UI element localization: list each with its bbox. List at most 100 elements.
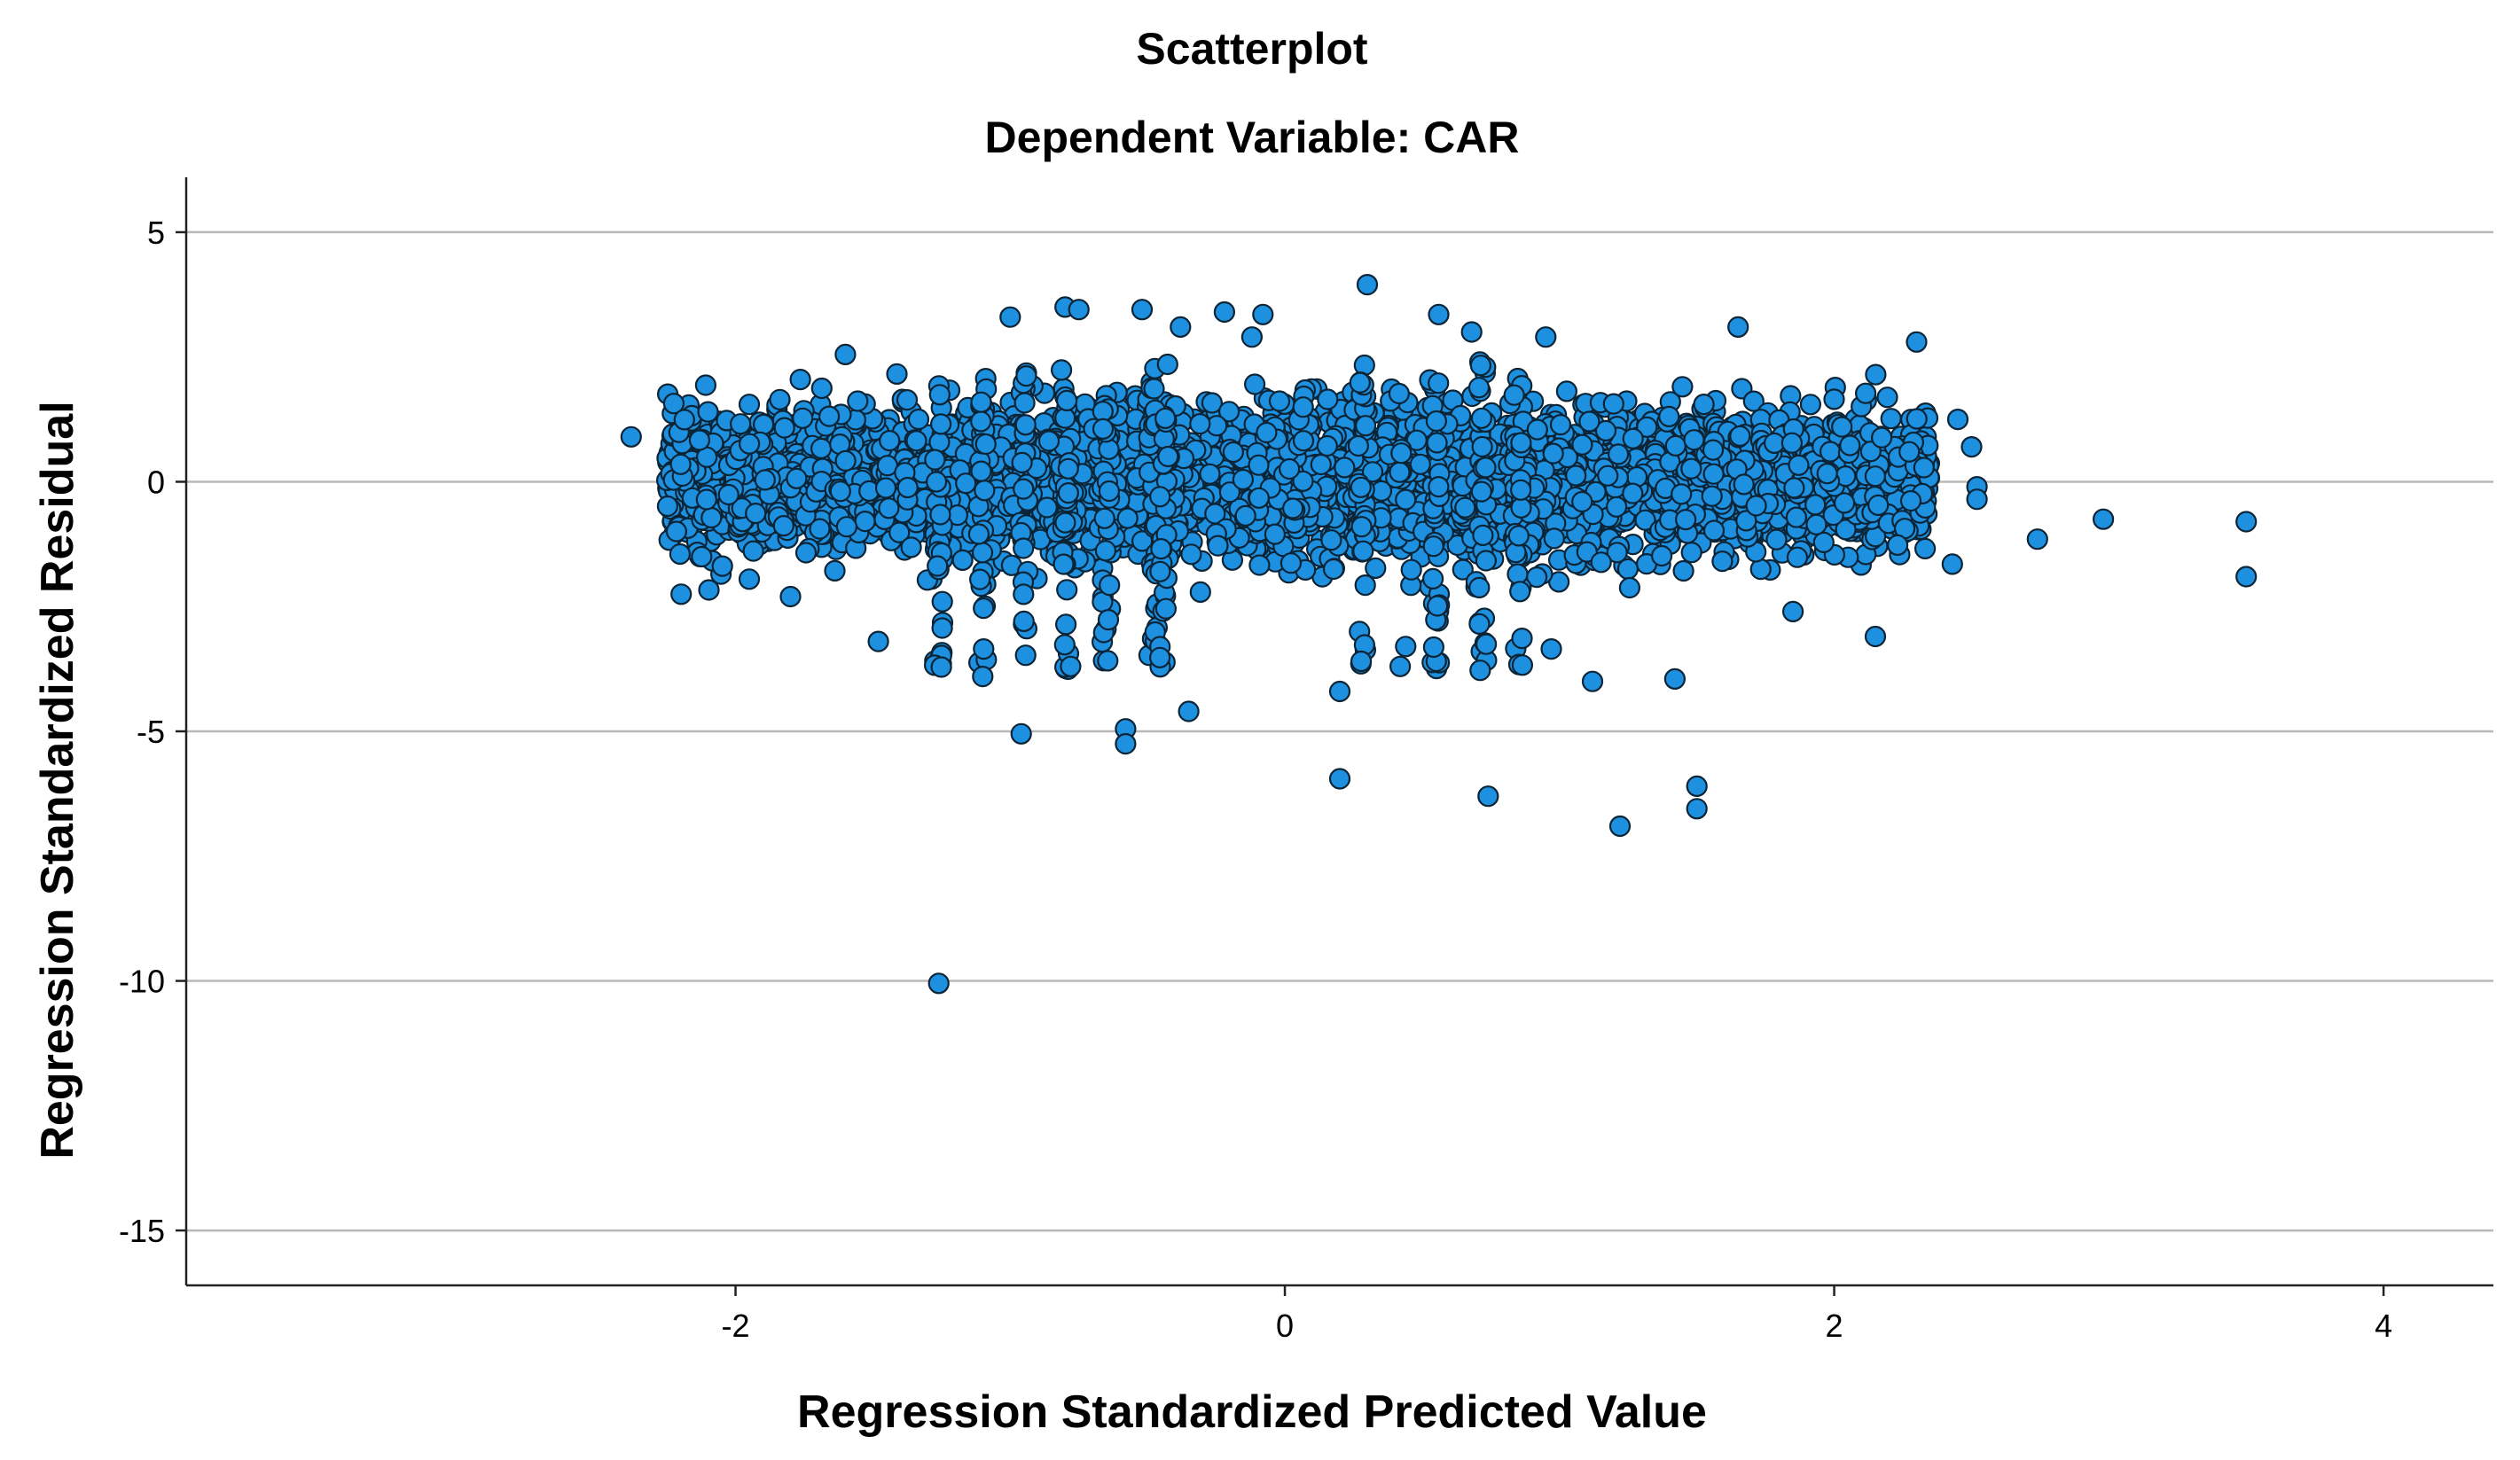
- scatter-point: [1702, 439, 1725, 461]
- scatter-point: [925, 471, 948, 493]
- scatter-point: [697, 401, 719, 423]
- scatter-point: [907, 408, 930, 431]
- scatter-point: [1906, 408, 1928, 430]
- scatter-point: [1683, 429, 1705, 451]
- scatter-point: [1428, 303, 1450, 325]
- scatter-point: [1594, 419, 1617, 441]
- x-tick-label: 2: [1826, 1308, 1843, 1344]
- scatter-point: [1421, 567, 1444, 590]
- scatter-point: [1805, 513, 1827, 535]
- scatter-point: [1674, 508, 1697, 531]
- scatter-point: [924, 449, 946, 471]
- scatter-point: [867, 630, 889, 652]
- scatter-point: [1864, 465, 1886, 488]
- scatter-point: [1131, 299, 1154, 321]
- y-tick-label: -10: [119, 964, 165, 1000]
- y-tick-label: 5: [147, 215, 165, 251]
- scatter-point: [967, 523, 990, 545]
- scatter-point: [1013, 392, 1036, 414]
- scatter-point: [1622, 482, 1644, 504]
- scatter-point: [1702, 519, 1726, 542]
- scatter-point: [1388, 382, 1411, 405]
- scatter-point: [1055, 389, 1078, 411]
- scatter-point: [729, 413, 752, 435]
- scatter-point: [1011, 451, 1033, 474]
- scatter-point: [711, 555, 733, 577]
- scatter-point: [1350, 516, 1373, 538]
- scatter-point: [1607, 443, 1630, 465]
- scatter-point: [974, 480, 996, 502]
- scatter-point: [1178, 700, 1200, 722]
- scatter-point: [1658, 405, 1680, 427]
- scatter-point: [1243, 373, 1266, 395]
- scatter-point: [1555, 380, 1578, 402]
- scatter-point: [1711, 550, 1733, 573]
- scatter-point: [1835, 519, 1857, 541]
- scatter-point: [1471, 435, 1493, 458]
- scatter-point: [1898, 441, 1921, 463]
- scatter-point: [665, 520, 688, 543]
- scatter-point: [971, 542, 994, 564]
- y-tick-label: -15: [119, 1213, 165, 1249]
- scatter-point: [1154, 407, 1177, 429]
- x-tick-label: 4: [2375, 1308, 2392, 1344]
- scatter-point: [1865, 363, 1887, 386]
- scatter-point: [717, 483, 740, 506]
- scatter-point: [905, 430, 927, 452]
- scatter-point: [1014, 414, 1037, 436]
- scatter-point: [1189, 413, 1211, 435]
- scatter-point: [1149, 560, 1171, 582]
- scatter-point: [1361, 461, 1384, 483]
- scatter-point: [1349, 371, 1371, 394]
- scatter-point: [1581, 670, 1604, 692]
- scatter-point: [1565, 465, 1587, 487]
- scatter-point: [896, 389, 919, 411]
- scatter-point: [1248, 454, 1270, 476]
- scatter-point: [1248, 487, 1270, 509]
- scatter-point: [1470, 480, 1492, 503]
- chart-title: Scatterplot: [1136, 24, 1368, 74]
- scatter-point: [818, 405, 841, 427]
- scatter-point: [1733, 473, 1755, 496]
- scatter-point: [1634, 509, 1656, 531]
- scatter-point: [669, 453, 692, 475]
- scatter-point: [1460, 321, 1483, 343]
- scatter-point: [1509, 479, 1532, 501]
- scatter-point: [974, 433, 997, 456]
- scatter-point: [1097, 608, 1120, 631]
- scatter-point: [1328, 768, 1351, 790]
- scatter-point: [1189, 581, 1211, 604]
- scatter-point: [1469, 355, 1492, 377]
- scatter-point: [1426, 595, 1449, 617]
- scatter-point: [1804, 494, 1827, 516]
- scatter-point: [1013, 478, 1035, 500]
- scatter-point: [1960, 436, 1983, 458]
- scatter-point: [1015, 365, 1037, 387]
- scatter-point: [1867, 494, 1890, 517]
- scatter-point: [847, 390, 869, 412]
- scatter-point: [970, 410, 992, 433]
- scatter-point: [1036, 496, 1058, 519]
- scatter-point: [1839, 434, 1861, 457]
- scatter-point: [772, 514, 794, 537]
- scatter-point: [669, 543, 692, 566]
- scatter-point: [1156, 353, 1178, 376]
- x-axis-label: Regression Standardized Predicted Value: [797, 1386, 1707, 1438]
- scatter-point: [1510, 432, 1532, 454]
- scatter-point: [1763, 432, 1786, 454]
- scatter-point: [1248, 554, 1271, 576]
- scatter-point: [1899, 489, 1922, 512]
- scatter-point: [970, 391, 992, 413]
- scatter-point: [1509, 581, 1531, 603]
- scatter-point: [1356, 274, 1379, 296]
- scatter-point: [829, 480, 851, 503]
- scatter-point: [1671, 376, 1694, 398]
- data-points: [620, 274, 2258, 995]
- scatter-point: [1400, 558, 1422, 581]
- scatter-point: [1467, 377, 1491, 399]
- scatter-point: [1252, 303, 1274, 325]
- scatter-point: [786, 467, 808, 489]
- scatter-point: [1511, 627, 1533, 650]
- x-tick-label: 0: [1276, 1308, 1294, 1344]
- scatter-point: [929, 413, 952, 435]
